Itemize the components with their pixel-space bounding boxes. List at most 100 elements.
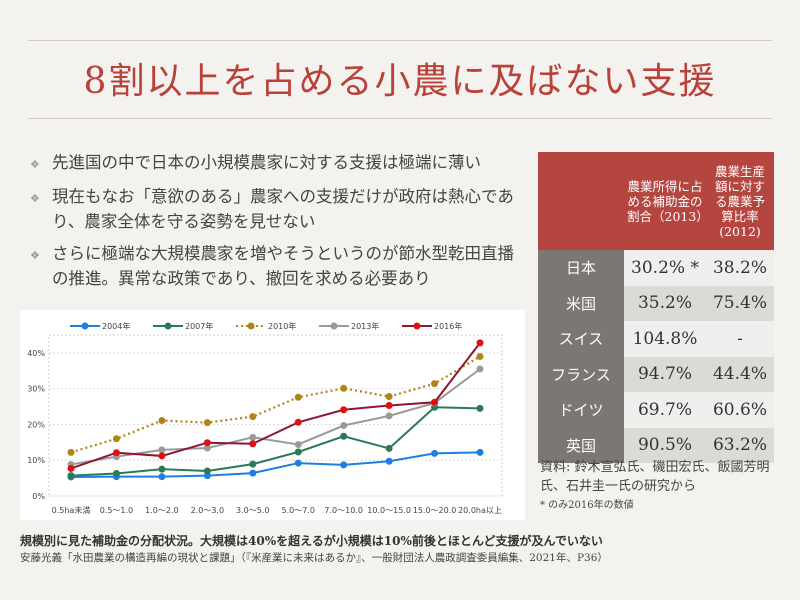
data-point — [340, 461, 348, 469]
plot-area — [48, 334, 503, 497]
bullet-text: 現在もなお「意欲のある」農家への支援だけが政府は熱心であり、農家全体を守る姿勢を… — [52, 187, 514, 231]
data-point — [249, 413, 257, 421]
y-tick-label: 40% — [27, 349, 45, 358]
legend-label: 2013年 — [351, 321, 379, 331]
legend-label: 2016年 — [434, 321, 462, 331]
country-cell: 英国 — [538, 427, 624, 463]
legend-label: 2007年 — [185, 321, 213, 331]
data-point — [340, 432, 348, 440]
series-line-2004年 — [70, 451, 481, 479]
data-point — [476, 448, 484, 456]
source-note: 資料: 鈴木宣弘氏、磯田宏氏、飯國芳明氏、石井圭一氏の研究から * のみ2016… — [540, 458, 770, 515]
series-line-2007年 — [70, 406, 481, 477]
header-blank — [538, 152, 624, 250]
data-point — [340, 422, 348, 430]
legend-marker — [413, 322, 421, 330]
series-line-2016年 — [70, 342, 481, 470]
diamond-bullet-icon: ❖ — [30, 158, 40, 171]
country-cell: フランス — [538, 356, 624, 392]
table-cell: 35.2% — [624, 285, 706, 321]
table-cell: 104.8% — [624, 321, 706, 357]
table-cell: 63.2% — [706, 427, 774, 463]
line-chart: 0% 10% 20% 30% 40% 0.5ha未満 0.5～1.0 1.0～2.0 2.0～3… — [20, 310, 525, 520]
data-point — [203, 439, 211, 447]
data-point — [431, 398, 439, 406]
data-point — [385, 393, 393, 401]
data-point — [340, 406, 348, 414]
data-point — [385, 457, 393, 465]
bullet-item: ❖ 現在もなお「意欲のある」農家への支援だけが政府は熱心であり、農家全体を守る姿勢… — [30, 184, 530, 234]
table-row: フランス 94.7% 44.4% — [538, 356, 774, 392]
header-budget-ratio: 農業生産額に対する農業予算比率(2012) — [706, 152, 774, 250]
data-point — [249, 433, 257, 441]
chart-caption: 規模別に見た補助金の分配状況。大規模は40%を超えるが小規模は10%前後とほとん… — [20, 534, 603, 548]
diamond-bullet-icon: ❖ — [30, 192, 40, 205]
table-row: 日本 30.2% * 38.2% — [538, 250, 774, 286]
footnote: * のみ2016年の数値 — [540, 500, 634, 511]
data-point — [158, 465, 166, 473]
x-tick-label: 2.0～3.0 — [191, 506, 224, 515]
source-text: 資料: 鈴木宣弘氏、磯田宏氏、飯國芳明氏、石井圭一氏の研究から — [540, 460, 770, 494]
data-point — [203, 419, 211, 427]
country-cell: ドイツ — [538, 392, 624, 428]
data-point — [294, 393, 302, 401]
bullet-item: ❖ 先進国の中で日本の小規模農家に対する支援は極端に薄い — [30, 150, 530, 177]
data-point — [158, 446, 166, 454]
series-line-2010年 — [70, 355, 481, 454]
data-point — [294, 440, 302, 448]
title-rule — [28, 118, 772, 119]
table-row: スイス 104.8% - — [538, 321, 774, 357]
data-point — [203, 444, 211, 452]
data-point — [112, 469, 120, 477]
table-cell: 69.7% — [624, 392, 706, 428]
table-cell: 94.7% — [624, 356, 706, 392]
comparison-table: 農業所得に占める補助金の割合（2013） 農業生産額に対する農業予算比率(201… — [538, 152, 774, 463]
table-cell: 60.6% — [706, 392, 774, 428]
bullet-list: ❖ 先進国の中で日本の小規模農家に対する支援は極端に薄い ❖ 現在もなお「意欲のある」… — [30, 150, 530, 298]
table-cell: 90.5% — [624, 427, 706, 463]
country-cell: 日本 — [538, 250, 624, 286]
diamond-bullet-icon: ❖ — [30, 249, 40, 262]
data-point — [112, 435, 120, 443]
y-tick-label: 0% — [32, 492, 45, 501]
x-tick-label: 15.0～20.0 — [413, 506, 457, 515]
data-point — [476, 404, 484, 412]
data-point — [158, 473, 166, 481]
table-cell: 75.4% — [706, 285, 774, 321]
data-point — [340, 384, 348, 392]
data-point — [67, 464, 75, 472]
data-point — [385, 401, 393, 409]
data-point — [249, 440, 257, 448]
series-line-2013年 — [70, 368, 481, 466]
data-point — [294, 448, 302, 456]
table-row: ドイツ 69.7% 60.6% — [538, 392, 774, 428]
x-tick-label: 0.5～1.0 — [100, 506, 133, 515]
data-point — [431, 449, 439, 457]
top-rule — [28, 40, 772, 41]
table-cell: 30.2% * — [624, 250, 706, 286]
y-tick-label: 20% — [27, 420, 45, 429]
table-cell: 38.2% — [706, 250, 774, 286]
data-point — [112, 449, 120, 457]
bullet-text: 先進国の中で日本の小規模農家に対する支援は極端に薄い — [52, 153, 481, 172]
x-tick-label: 10.0～15.0 — [367, 506, 411, 515]
data-point — [385, 444, 393, 452]
data-point — [158, 452, 166, 460]
legend-marker — [81, 322, 89, 330]
data-point — [294, 418, 302, 426]
data-point — [249, 460, 257, 468]
data-point — [158, 417, 166, 425]
x-tick-label: 0.5ha未満 — [52, 505, 91, 515]
y-tick-label: 30% — [27, 385, 45, 394]
x-tick-label: 7.0～10.0 — [324, 506, 363, 515]
legend-label: 2010年 — [268, 321, 296, 331]
data-point — [476, 352, 484, 360]
data-point — [476, 339, 484, 347]
country-cell: スイス — [538, 321, 624, 357]
data-point — [249, 469, 257, 477]
bullet-text: さらに極端な大規模農家を増やそうというのが節水型乾田直播の推進。異常な政策であり… — [52, 244, 514, 288]
data-point — [476, 365, 484, 373]
x-tick-label: 3.0～5.0 — [236, 506, 269, 515]
data-point — [203, 467, 211, 475]
slide-title: 8割以上を占める小農に及ばない支援 — [83, 61, 717, 102]
